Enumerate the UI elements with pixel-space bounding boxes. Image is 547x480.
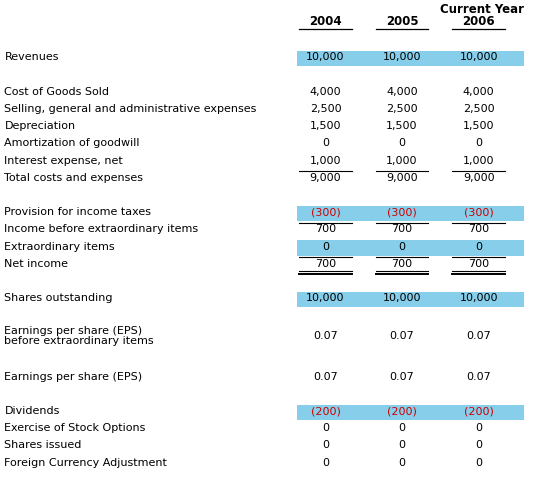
Text: 1,000: 1,000 [463,156,494,166]
Text: 0: 0 [475,138,482,148]
Text: (200): (200) [311,406,340,416]
Text: Extraordinary items: Extraordinary items [4,241,115,252]
Text: 700: 700 [468,259,489,269]
Text: 0: 0 [399,138,405,148]
Text: 0: 0 [475,458,482,468]
Text: 0.07: 0.07 [313,372,338,382]
Text: 10,000: 10,000 [383,293,421,303]
Text: 700: 700 [392,224,412,234]
Text: 2004: 2004 [309,15,342,28]
Text: 0: 0 [399,441,405,451]
Text: 700: 700 [468,224,489,234]
Bar [297,205,524,221]
Text: Selling, general and administrative expenses: Selling, general and administrative expe… [4,104,257,114]
Text: Shares outstanding: Shares outstanding [4,293,113,303]
Text: Shares issued: Shares issued [4,441,82,451]
Text: Current Year: Current Year [440,3,524,16]
Text: 0: 0 [322,138,329,148]
Text: (200): (200) [464,406,493,416]
Text: Exercise of Stock Options: Exercise of Stock Options [4,423,146,433]
Text: 0: 0 [475,423,482,433]
Text: 0.07: 0.07 [389,372,415,382]
Text: Cost of Goods Sold: Cost of Goods Sold [4,87,109,96]
Bar [297,240,524,255]
Text: Earnings per share (EPS): Earnings per share (EPS) [4,372,143,382]
Text: 0.07: 0.07 [313,331,338,340]
Text: 9,000: 9,000 [386,173,418,183]
Text: 0: 0 [322,241,329,252]
Text: 2,500: 2,500 [310,104,341,114]
Text: 10,000: 10,000 [459,293,498,303]
Text: 700: 700 [315,224,336,234]
Text: 2005: 2005 [386,15,418,28]
Bar [297,405,524,420]
Text: 9,000: 9,000 [310,173,341,183]
Text: Earnings per share (EPS): Earnings per share (EPS) [4,326,143,336]
Text: 0: 0 [399,241,405,252]
Text: Amortization of goodwill: Amortization of goodwill [4,138,140,148]
Text: 10,000: 10,000 [306,293,345,303]
Text: 700: 700 [392,259,412,269]
Text: 0: 0 [399,423,405,433]
Text: 10,000: 10,000 [306,52,345,62]
Text: 10,000: 10,000 [383,52,421,62]
Bar [297,51,524,66]
Text: 1,000: 1,000 [386,156,418,166]
Text: 1,500: 1,500 [310,121,341,131]
Text: (200): (200) [387,406,417,416]
Text: 0: 0 [322,441,329,451]
Text: Total costs and expenses: Total costs and expenses [4,173,143,183]
Text: 0: 0 [475,441,482,451]
Text: 700: 700 [315,259,336,269]
Text: (300): (300) [311,207,340,217]
Text: Revenues: Revenues [4,52,59,62]
Text: 4,000: 4,000 [463,87,494,96]
Text: 4,000: 4,000 [386,87,418,96]
Text: 0: 0 [322,458,329,468]
Text: (300): (300) [464,207,493,217]
Text: Interest expense, net: Interest expense, net [4,156,123,166]
Text: 0: 0 [322,423,329,433]
Text: Income before extraordinary items: Income before extraordinary items [4,224,199,234]
Text: (300): (300) [387,207,417,217]
Text: 1,500: 1,500 [386,121,418,131]
Text: 2,500: 2,500 [463,104,494,114]
Text: 2006: 2006 [462,15,495,28]
Text: 9,000: 9,000 [463,173,494,183]
Text: 1,500: 1,500 [463,121,494,131]
Text: 4,000: 4,000 [310,87,341,96]
Text: 0: 0 [475,241,482,252]
Text: before extraordinary items: before extraordinary items [4,336,154,346]
Text: 0.07: 0.07 [466,372,491,382]
Text: 0.07: 0.07 [389,331,415,340]
Text: 10,000: 10,000 [459,52,498,62]
Bar [297,292,524,307]
Text: 2,500: 2,500 [386,104,418,114]
Text: 0.07: 0.07 [466,331,491,340]
Text: 1,000: 1,000 [310,156,341,166]
Text: Foreign Currency Adjustment: Foreign Currency Adjustment [4,458,167,468]
Text: 0: 0 [399,458,405,468]
Text: Dividends: Dividends [4,406,60,416]
Text: Provision for income taxes: Provision for income taxes [4,207,152,217]
Text: Net income: Net income [4,259,68,269]
Text: Depreciation: Depreciation [4,121,75,131]
